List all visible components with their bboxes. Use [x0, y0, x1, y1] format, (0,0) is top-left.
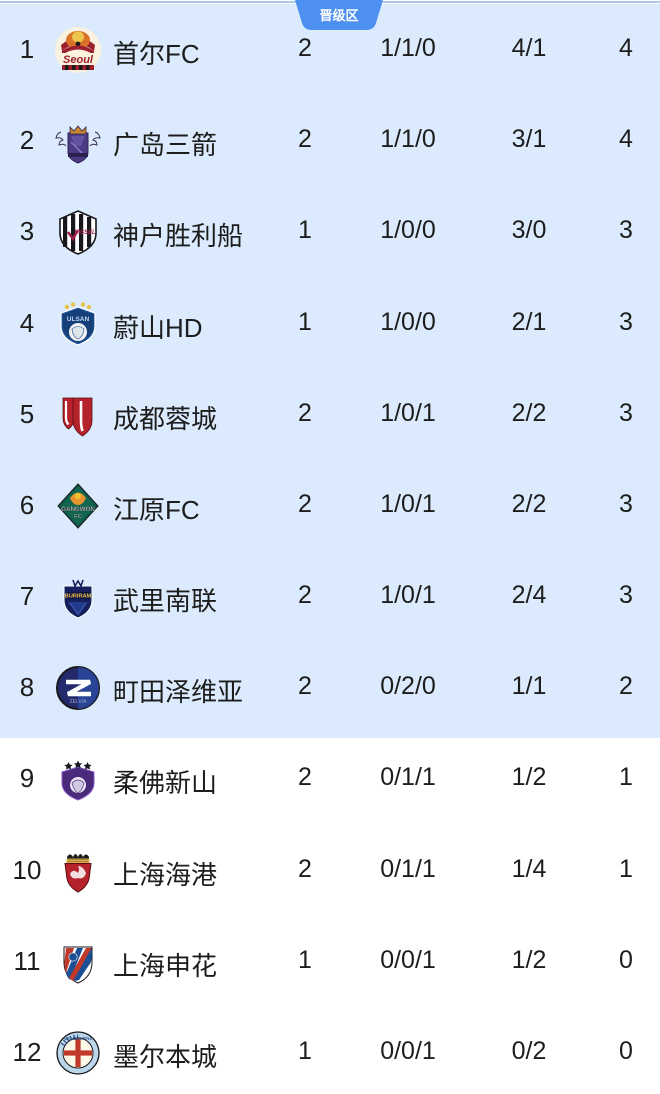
- svg-text:晋级区: 晋级区: [319, 8, 358, 23]
